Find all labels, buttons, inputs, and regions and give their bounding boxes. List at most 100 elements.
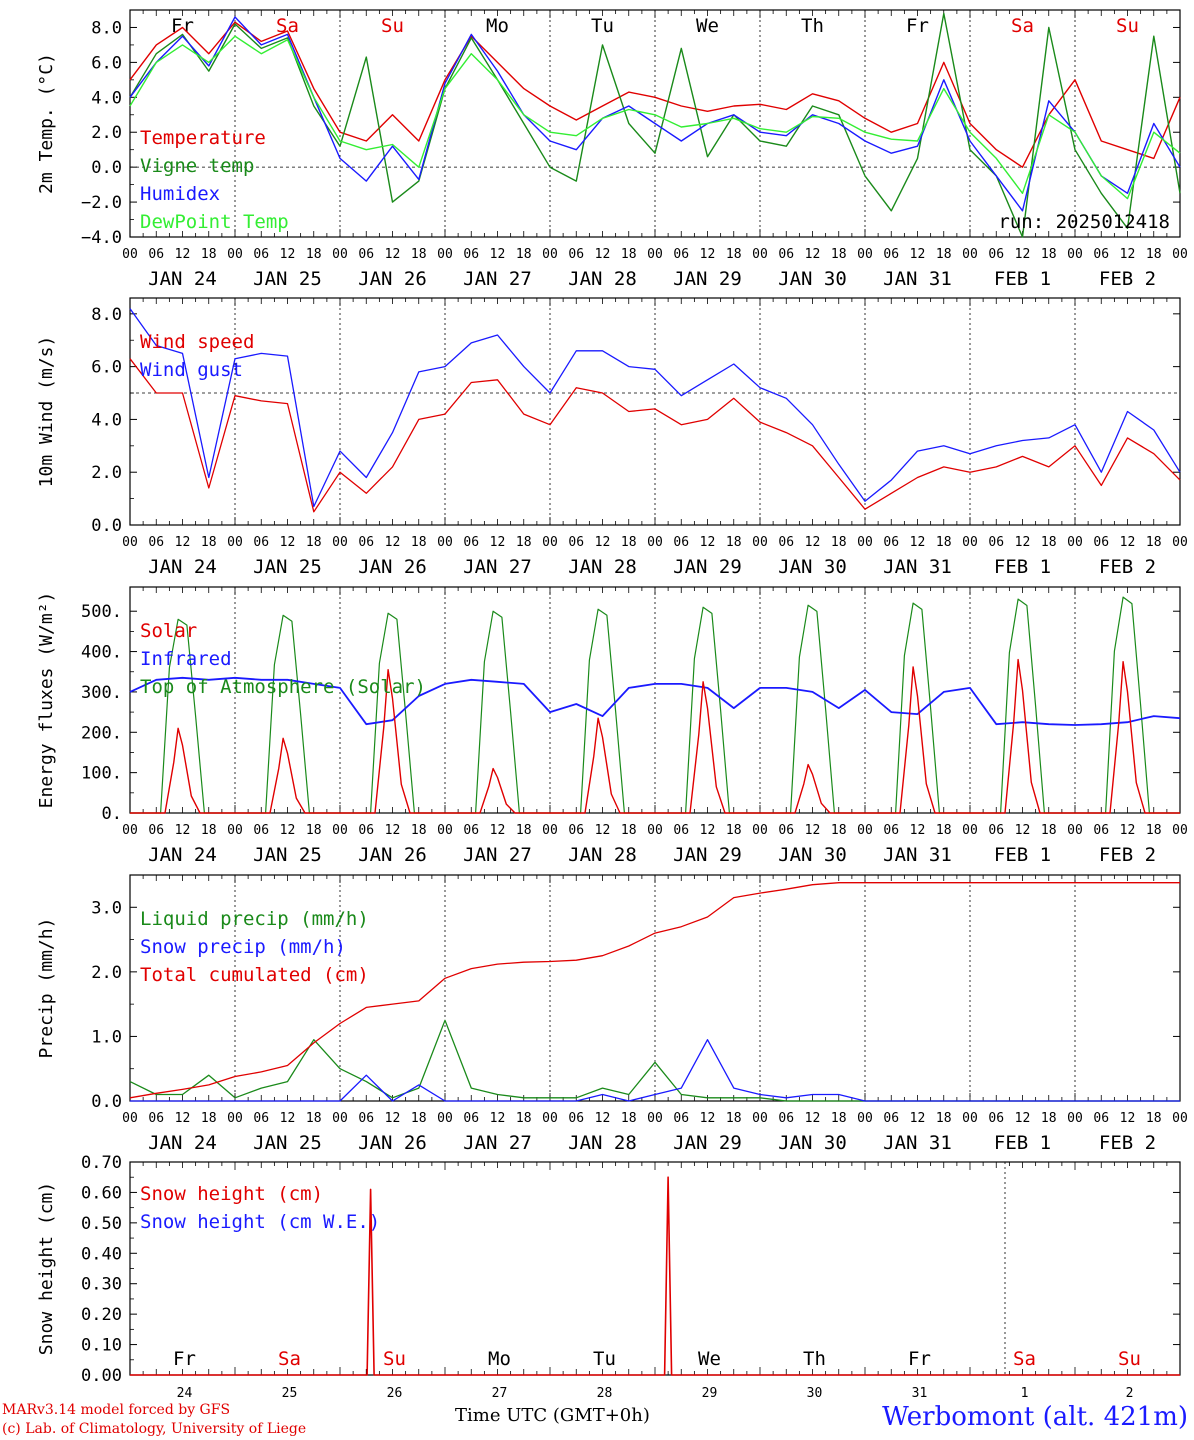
hour-tick-label: 12 xyxy=(1120,1111,1136,1126)
hour-tick-label: 12 xyxy=(280,247,296,262)
date-label: JAN 27 xyxy=(463,556,532,578)
hour-tick-label: 00 xyxy=(542,247,558,262)
date-label: JAN 31 xyxy=(883,556,952,578)
date-label: JAN 25 xyxy=(253,1132,322,1154)
date-label: FEB 1 xyxy=(994,556,1051,578)
date-label: FEB 2 xyxy=(1099,556,1156,578)
day-name: Sa xyxy=(1011,15,1034,37)
series-humidex xyxy=(129,16,1181,212)
hour-tick-label: 00 xyxy=(1172,247,1188,262)
hour-tick-label: 06 xyxy=(463,1111,479,1126)
hour-tick-label: 12 xyxy=(805,247,821,262)
hour-tick-label: 06 xyxy=(568,535,584,550)
hour-tick-label: 06 xyxy=(148,247,164,262)
day-number: 31 xyxy=(912,1386,928,1401)
hour-tick-label: 00 xyxy=(227,247,243,262)
hour-tick-label: 00 xyxy=(647,823,663,838)
hour-tick-label: 18 xyxy=(306,1111,322,1126)
day-name: Tu xyxy=(593,1348,616,1370)
y-tick-label: 8.0 xyxy=(91,305,122,325)
y-tick-label: 0.0 xyxy=(91,158,122,178)
hour-tick-label: 00 xyxy=(227,1111,243,1126)
hour-tick-label: 18 xyxy=(936,823,952,838)
series-wind-gust xyxy=(129,308,1181,508)
hour-tick-label: 00 xyxy=(1067,247,1083,262)
hour-tick-label: 00 xyxy=(1067,535,1083,550)
hour-tick-label: 06 xyxy=(778,535,794,550)
date-label: JAN 29 xyxy=(673,844,742,866)
hour-tick-label: 06 xyxy=(1093,247,1109,262)
hour-tick-label: 00 xyxy=(227,823,243,838)
hour-tick-label: 06 xyxy=(673,1111,689,1126)
hour-tick-label: 00 xyxy=(752,247,768,262)
y-tick-label: 4.0 xyxy=(91,410,122,430)
day-name: Sa xyxy=(1013,1348,1036,1370)
hour-tick-label: 18 xyxy=(201,1111,217,1126)
date-label: JAN 29 xyxy=(673,556,742,578)
plot-frame-2 xyxy=(129,297,1181,526)
legend-total-cumulated-cm-: Total cumulated (cm) xyxy=(140,964,369,986)
hour-tick-label: 00 xyxy=(437,823,453,838)
hour-tick-label: 12 xyxy=(280,1111,296,1126)
day-name: Th xyxy=(801,15,824,37)
hour-tick-label: 18 xyxy=(1146,1111,1162,1126)
y-tick-label: 0.60 xyxy=(81,1183,122,1203)
y-tick-label: 0.40 xyxy=(81,1244,122,1264)
hour-tick-label: 12 xyxy=(595,1111,611,1126)
hour-tick-label: 00 xyxy=(752,535,768,550)
series-vigne-temp xyxy=(129,12,1181,238)
model-credit: MARv3.14 model forced by GFS xyxy=(2,1402,231,1418)
date-label: JAN 26 xyxy=(358,844,427,866)
hour-tick-label: 00 xyxy=(962,247,978,262)
date-label: JAN 26 xyxy=(358,268,427,290)
hour-tick-label: 00 xyxy=(437,535,453,550)
day-name: Su xyxy=(1118,1348,1141,1370)
day-number: 27 xyxy=(492,1386,508,1401)
hour-tick-label: 18 xyxy=(201,247,217,262)
hour-tick-label: 00 xyxy=(122,1111,138,1126)
date-label: JAN 31 xyxy=(883,1132,952,1154)
hour-tick-label: 12 xyxy=(280,823,296,838)
hour-tick-label: 12 xyxy=(1120,823,1136,838)
hour-tick-label: 12 xyxy=(700,247,716,262)
hour-tick-label: 18 xyxy=(621,1111,637,1126)
y-tick-label: 8.0 xyxy=(91,18,122,38)
date-label: JAN 30 xyxy=(778,844,847,866)
hour-tick-label: 06 xyxy=(988,823,1004,838)
day-name: Th xyxy=(803,1348,826,1370)
hour-tick-label: 18 xyxy=(306,823,322,838)
hour-tick-label: 06 xyxy=(883,823,899,838)
hour-tick-label: 12 xyxy=(490,535,506,550)
date-label: FEB 1 xyxy=(994,844,1051,866)
hour-tick-label: 00 xyxy=(122,247,138,262)
hour-tick-label: 18 xyxy=(1146,247,1162,262)
date-label: JAN 27 xyxy=(463,268,532,290)
series-top-of-atmosphere-solar xyxy=(130,596,1180,814)
date-label: JAN 28 xyxy=(568,844,637,866)
plot-frame-3 xyxy=(129,586,1181,814)
day-name: Su xyxy=(1116,15,1139,37)
date-label: FEB 1 xyxy=(994,268,1051,290)
hour-tick-label: 12 xyxy=(700,1111,716,1126)
date-label: JAN 27 xyxy=(463,1132,532,1154)
day-name: Fr xyxy=(173,1348,196,1370)
day-number: 26 xyxy=(387,1386,403,1401)
date-label: JAN 24 xyxy=(148,556,217,578)
y-tick-label: 2.0 xyxy=(91,463,122,483)
date-label: JAN 24 xyxy=(148,1132,217,1154)
hour-tick-label: 18 xyxy=(726,247,742,262)
date-label: JAN 30 xyxy=(778,268,847,290)
legend-solar: Solar xyxy=(140,620,197,642)
legend-wind-gust: Wind gust xyxy=(140,359,243,381)
hour-tick-label: 00 xyxy=(1067,1111,1083,1126)
hour-tick-label: 06 xyxy=(778,823,794,838)
time-axis-label: Time UTC (GMT+0h) xyxy=(455,1405,650,1426)
y-tick-label: 400. xyxy=(81,643,122,663)
series-temperature xyxy=(129,21,1181,168)
hour-tick-label: 18 xyxy=(1146,823,1162,838)
hour-tick-label: 00 xyxy=(122,823,138,838)
legend-top-of-atmosphere-solar-: Top of Atmosphere (Solar) xyxy=(140,676,426,698)
y-tick-label: 1.0 xyxy=(91,1027,122,1047)
hour-tick-label: 18 xyxy=(201,535,217,550)
y-tick-label: 0. xyxy=(102,804,122,824)
